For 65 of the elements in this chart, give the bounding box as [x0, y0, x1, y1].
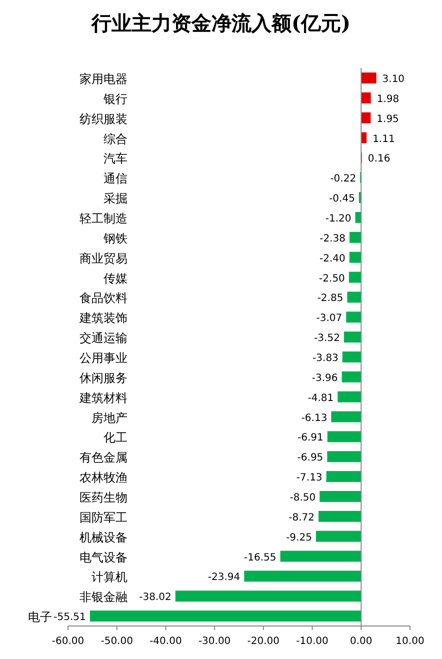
data-label: -38.02 [139, 592, 172, 604]
data-label: -0.22 [330, 174, 356, 185]
data-label: -7.13 [296, 472, 322, 484]
data-label: -23.94 [208, 572, 240, 584]
data-label: 1.98 [376, 94, 400, 105]
y-tick-label: 传媒 [104, 271, 128, 286]
y-tick-label: 公用事业 [80, 350, 128, 365]
y-tick-label: 通信 [104, 172, 128, 186]
x-tick-label: -10.00 [296, 636, 328, 647]
y-tick-label: 房地产 [92, 410, 128, 425]
x-tick-label: -50.00 [100, 636, 133, 647]
y-tick-label: 银行 [102, 92, 128, 106]
data-label: -8.72 [288, 512, 315, 524]
y-tick-label: 医药生物 [80, 490, 128, 504]
data-label: -2.38 [320, 233, 346, 244]
data-label: -9.25 [286, 532, 312, 544]
data-label: -3.07 [316, 313, 342, 324]
chart-title: 行业主力资金净流入额(亿元) [90, 11, 350, 35]
y-tick-label: 非银金融 [80, 590, 128, 604]
y-tick-label: 轻工制造 [80, 211, 128, 226]
y-tick-label: 钢铁 [102, 231, 128, 246]
data-label: -0.45 [329, 194, 355, 205]
x-tick-label: -30.00 [198, 636, 231, 647]
y-tick-label: 商业贸易 [80, 251, 128, 266]
y-tick-label: 交通运输 [80, 331, 128, 346]
x-tick-label: 10.00 [396, 636, 424, 647]
y-tick-label: 食品饮料 [80, 291, 128, 306]
data-label: -55.51 [54, 612, 86, 624]
data-label: 3.10 [382, 74, 405, 85]
data-label: -2.40 [320, 253, 346, 264]
y-tick-label: 休闲服务 [80, 370, 128, 385]
y-tick-label: 家用电器 [80, 72, 128, 86]
y-tick-label: 农林牧渔 [80, 470, 128, 485]
data-label: -8.50 [290, 492, 316, 504]
data-label: -6.91 [298, 432, 324, 444]
y-tick-label: 建筑材料 [78, 390, 128, 405]
data-label: -2.85 [317, 293, 344, 304]
y-tick-label: 国防军工 [80, 510, 128, 524]
data-label: 0.16 [368, 154, 390, 165]
data-label: -3.96 [312, 372, 338, 384]
y-tick-label: 计算机 [92, 570, 128, 584]
data-label: -6.13 [301, 412, 328, 424]
y-tick-label: 电子 [28, 610, 52, 624]
data-label: 1.11 [372, 134, 395, 145]
data-label: -1.20 [325, 213, 352, 224]
data-label: -6.95 [297, 452, 324, 464]
y-tick-label: 采掘 [104, 192, 128, 206]
x-tick-label: -60.00 [52, 636, 84, 647]
x-tick-label: 0.00 [350, 636, 372, 647]
y-tick-label: 化工 [104, 430, 128, 445]
data-label: -3.52 [314, 333, 340, 344]
y-tick-label: 电气设备 [80, 550, 128, 564]
data-label: -3.83 [312, 352, 338, 364]
x-tick-label: -40.00 [150, 636, 182, 647]
x-tick-label: -20.00 [247, 636, 280, 647]
y-tick-label: 有色金属 [80, 450, 128, 465]
y-tick-label: 机械设备 [80, 530, 128, 544]
y-tick-label: 建筑装饰 [78, 311, 128, 326]
data-label: -4.81 [308, 392, 334, 404]
data-label: 1.95 [376, 114, 399, 125]
data-label: -2.50 [319, 273, 345, 284]
y-tick-label: 纺织服装 [80, 112, 128, 126]
data-label: -16.55 [244, 552, 276, 564]
y-tick-label: 综合 [104, 132, 128, 146]
y-tick-label: 汽车 [104, 152, 128, 166]
